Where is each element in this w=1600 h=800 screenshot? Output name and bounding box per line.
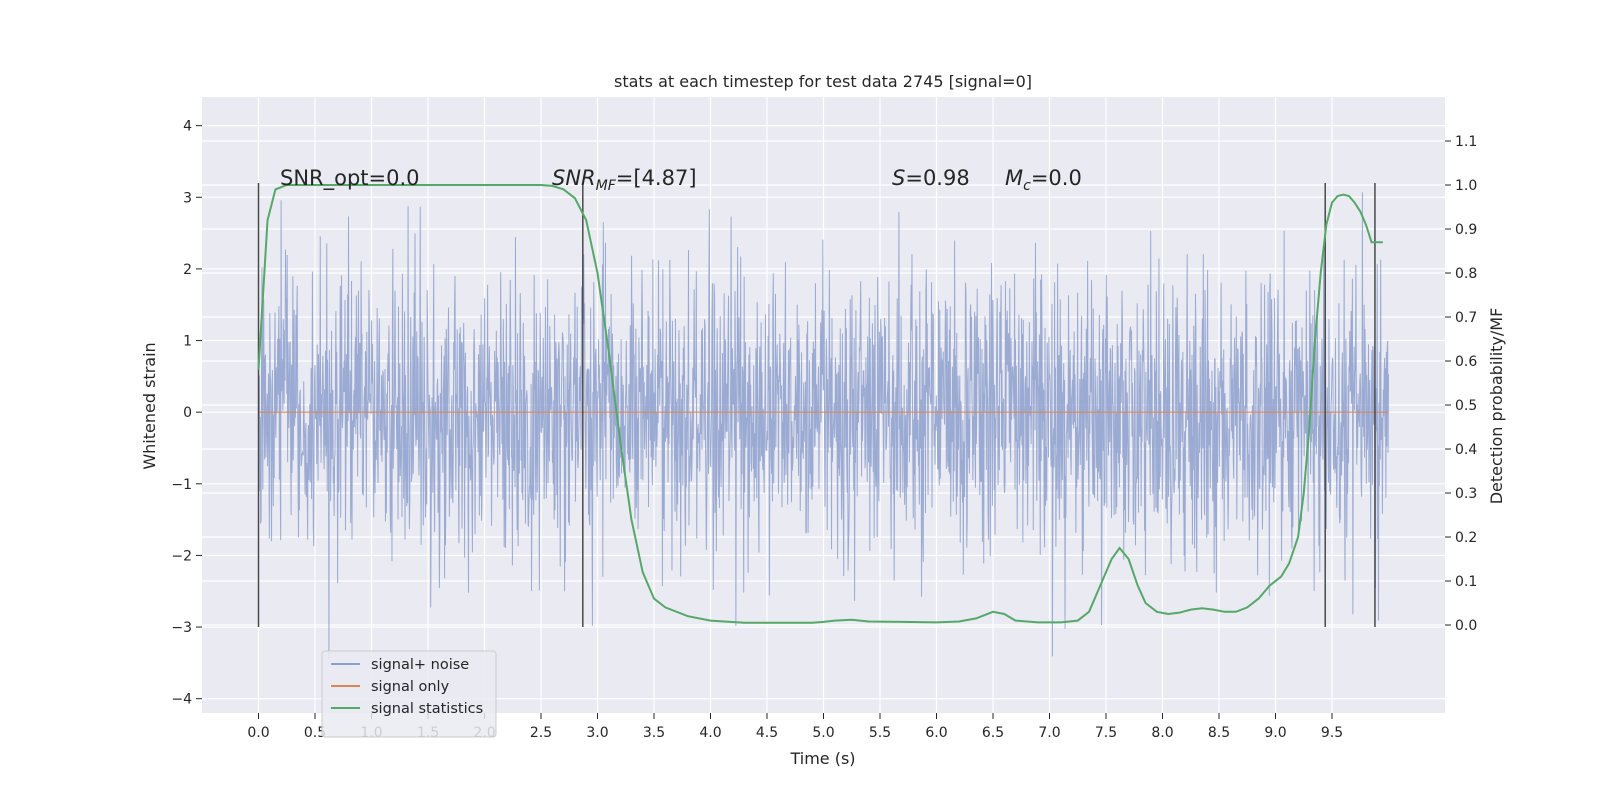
annotation-snr-mf-subscript: MF — [596, 178, 617, 194]
y2-tick-label-11: 1.1 — [1455, 134, 1477, 150]
annotation-mc-value: =0.0 — [1031, 166, 1082, 190]
x-tick-label-9: 4.5 — [756, 725, 778, 741]
y-tick-label-1: −3 — [171, 620, 192, 636]
signal-statistics-series — [257, 184, 1383, 624]
signal-noise-series — [258, 192, 1389, 660]
y2-axis-ticks: 0.0 0.1 0.2 0.3 0.4 0.5 0.6 0.7 0.8 0.9 1.0 1.1 — [1445, 134, 1477, 634]
x-tick-label-6: 3.0 — [586, 725, 608, 741]
y-axis-label: Whitened strain — [140, 342, 159, 469]
legend-box — [321, 650, 497, 738]
x-tick-label-12: 6.0 — [925, 725, 947, 741]
x-tick-label-14: 7.0 — [1038, 725, 1060, 741]
legend: signal+ noise signal only signal statist… — [321, 650, 497, 738]
x-tick-label-10: 5.0 — [812, 725, 834, 741]
x-tick-label-7: 3.5 — [643, 725, 665, 741]
x-tick-label-11: 5.5 — [869, 725, 891, 741]
chart-title: stats at each timestep for test data 274… — [614, 72, 1032, 91]
y2-tick-label-7: 0.7 — [1455, 310, 1477, 326]
legend-label-signal-noise: signal+ noise — [371, 657, 469, 673]
y-tick-label-7: 3 — [183, 190, 192, 206]
signal-noise-line — [258, 192, 1389, 660]
y2-tick-label-2: 0.2 — [1455, 530, 1477, 546]
legend-label-signal-statistics: signal statistics — [371, 701, 483, 717]
y2-axis-label: Detection probability/MF — [1487, 308, 1506, 505]
annotation-s-symbol: S — [892, 166, 905, 190]
y2-tick-label-1: 0.1 — [1455, 574, 1477, 590]
y-tick-label-4: 0 — [183, 405, 192, 421]
y2-tick-label-0: 0.0 — [1455, 618, 1477, 634]
x-tick-label-19: 9.5 — [1321, 725, 1343, 741]
annotation-snr-mf-value: =[4.87] — [616, 166, 697, 190]
y-tick-label-8: 4 — [183, 119, 192, 135]
x-axis-ticks: 0.00.51.01.52.02.53.03.54.04.55.05.56.06… — [247, 713, 1343, 741]
y2-tick-label-6: 0.6 — [1455, 354, 1477, 370]
y-tick-label-6: 2 — [183, 262, 192, 278]
y2-tick-label-9: 0.9 — [1455, 222, 1477, 238]
legend-label-signal-only: signal only — [371, 679, 450, 695]
y2-tick-label-4: 0.4 — [1455, 442, 1477, 458]
x-tick-label-18: 9.0 — [1264, 725, 1286, 741]
x-tick-label-16: 8.0 — [1151, 725, 1173, 741]
annotation-mc: Mc=0.0 — [1005, 166, 1082, 194]
x-tick-label-0: 0.0 — [247, 725, 269, 741]
y2-tick-label-5: 0.5 — [1455, 398, 1477, 414]
signal-statistics-line — [257, 184, 1383, 624]
y2-tick-label-8: 0.8 — [1455, 266, 1477, 282]
y-tick-label-2: −2 — [171, 548, 192, 564]
x-tick-label-17: 8.5 — [1208, 725, 1230, 741]
y2-tick-label-10: 1.0 — [1455, 178, 1477, 194]
y2-tick-label-3: 0.3 — [1455, 486, 1477, 502]
vertical-markers — [257, 182, 1376, 628]
annotation-s: S=0.98 — [892, 166, 970, 190]
y-tick-label-5: 1 — [183, 334, 192, 350]
x-tick-label-1: 0.5 — [304, 725, 326, 741]
x-tick-label-5: 2.5 — [530, 725, 552, 741]
y-tick-label-3: −1 — [171, 477, 192, 493]
x-axis-label: Time (s) — [789, 749, 855, 768]
annotation-s-value: =0.98 — [905, 166, 969, 190]
annotation-mc-subscript: c — [1023, 178, 1031, 194]
y-tick-label-0: −4 — [171, 692, 192, 708]
y-axis-ticks: −4 −3 −2 −1 0 1 2 3 4 — [171, 119, 202, 708]
x-tick-label-13: 6.5 — [982, 725, 1004, 741]
x-tick-label-8: 4.0 — [699, 725, 721, 741]
annotation-mc-symbol: M — [1005, 166, 1023, 190]
annotation-snr-opt: SNR_opt=0.0 — [280, 166, 420, 191]
x-tick-label-15: 7.5 — [1095, 725, 1117, 741]
annotation-snr-mf: SNRMF=[4.87] — [552, 166, 697, 194]
annotation-snr-mf-symbol: SNR — [552, 166, 596, 190]
